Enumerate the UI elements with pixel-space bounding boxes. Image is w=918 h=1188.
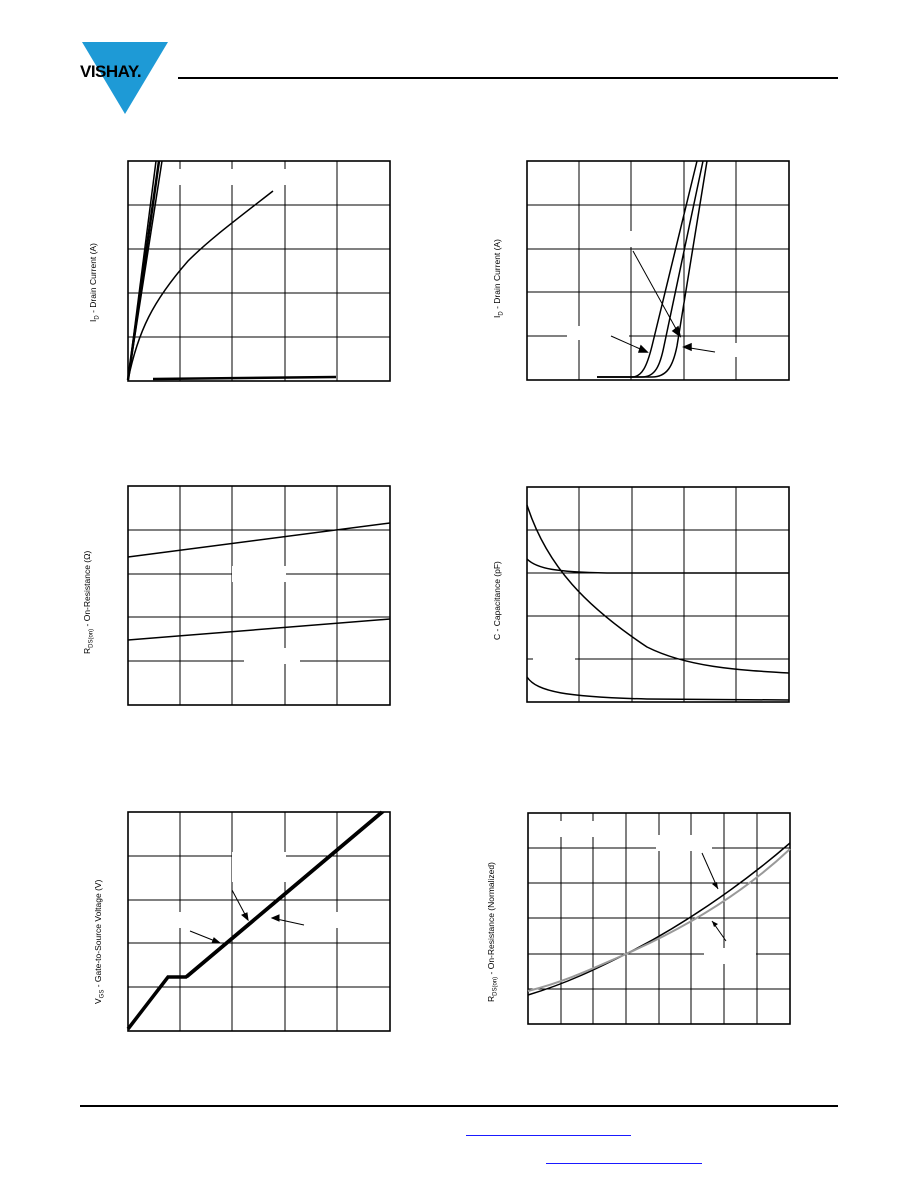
chart6-normalized-on-resistance — [527, 812, 791, 1025]
chart3-on-resistance — [127, 485, 391, 706]
footer-rule — [80, 1105, 838, 1107]
chart4-ylabel: C - Capacitance (pF) — [492, 561, 502, 640]
chart3-ylabel: RDS(on) - On-Resistance (Ω) — [82, 550, 95, 654]
vishay-logo-triangle — [82, 42, 168, 114]
footer-link-2[interactable] — [546, 1163, 702, 1164]
chart4-capacitance — [526, 486, 790, 703]
header-rule — [178, 77, 838, 79]
vishay-logo-text: VISHAY. — [80, 62, 142, 81]
footer-link-1[interactable] — [466, 1135, 631, 1136]
chart2-ylabel: ID - Drain Current (A) — [492, 239, 505, 318]
chart1-output-characteristics — [126, 160, 391, 382]
chart2-transfer-characteristics — [526, 160, 790, 381]
chart6-ylabel: RDS(on) - On-Resistance (Normalized) — [486, 862, 499, 1002]
chart1-ylabel: ID - Drain Current (A) — [88, 243, 101, 322]
chart5-gate-charge — [126, 810, 391, 1032]
chart5-ylabel: VGS - Gate-to-Source Voltage (V) — [93, 879, 106, 1004]
